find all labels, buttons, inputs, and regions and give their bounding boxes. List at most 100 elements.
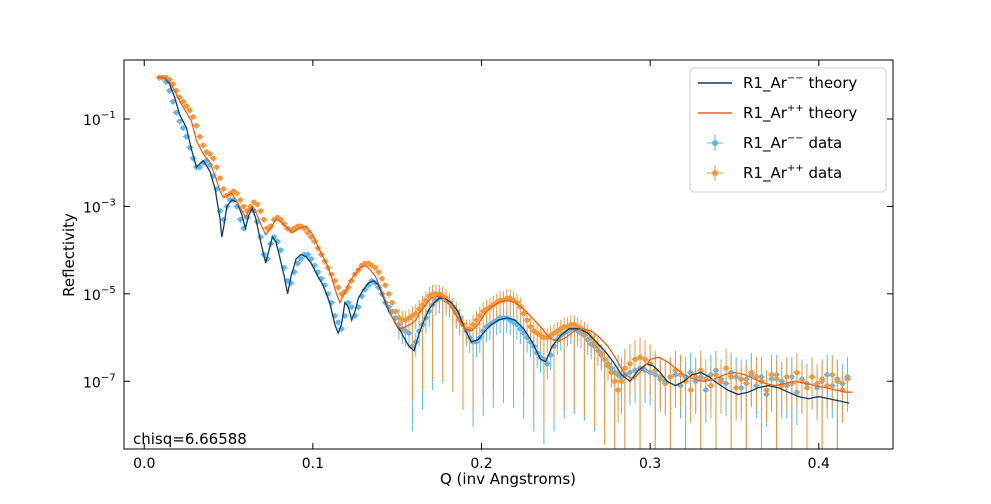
legend-superscript: ++: [787, 103, 804, 114]
data-point: [637, 354, 643, 360]
data-point: [376, 269, 382, 275]
data-point: [598, 350, 604, 356]
data-point: [728, 374, 734, 380]
legend-name: R1_Ar: [743, 134, 788, 153]
y-axis-label: Reflectivity: [60, 213, 78, 297]
data-point: [386, 291, 392, 297]
legend-superscript: −−: [787, 73, 804, 84]
series-0-line: [157, 76, 850, 404]
data-point: [662, 380, 668, 387]
data-point: [753, 374, 760, 380]
data-point: [688, 387, 694, 393]
legend-label: R1_Ar−− theory: [743, 73, 857, 93]
series-1-line: [157, 76, 853, 393]
data-point: [392, 308, 399, 314]
data-point: [733, 385, 739, 391]
data-point: [241, 203, 247, 210]
data-point: [605, 363, 611, 369]
data-point: [413, 310, 419, 317]
data-point: [627, 361, 633, 367]
data-point: [207, 151, 213, 157]
data-point: [278, 247, 284, 253]
plot-frame: [123, 59, 894, 450]
data-point: [382, 282, 388, 288]
data-point: [608, 369, 614, 376]
data-point: [698, 367, 704, 373]
data-point: [187, 107, 193, 113]
data-point: [618, 378, 625, 384]
y-tick-exponent: −3: [101, 197, 116, 208]
data-point: [632, 356, 638, 362]
y-tick-label: 10: [83, 200, 101, 216]
data-point: [723, 365, 729, 371]
data-point: [622, 365, 628, 371]
data-point: [177, 118, 183, 124]
data-point: [379, 275, 385, 282]
data-point: [602, 356, 608, 362]
data-point: [834, 378, 840, 384]
legend-suffix: theory: [804, 74, 858, 92]
data-point: [335, 319, 341, 325]
data-point: [210, 155, 216, 161]
data-point: [173, 109, 179, 116]
data-point: [718, 378, 724, 384]
data-point: [657, 374, 663, 380]
data-point: [180, 125, 186, 131]
data-point: [305, 230, 311, 236]
data-point: [768, 372, 775, 378]
data-point: [305, 251, 311, 258]
y-tick-label: 10: [83, 375, 101, 391]
legend-label: R1_Ar++ data: [743, 163, 842, 183]
data-point: [254, 201, 260, 207]
x-tick-label: 0.2: [470, 456, 492, 472]
data-point: [738, 376, 744, 382]
legend-suffix: data: [804, 134, 843, 152]
data-point: [784, 374, 790, 380]
legend-marker-swatch: [712, 140, 718, 146]
y-tick-label: 10: [83, 288, 101, 304]
legend-label: R1_Ar++ theory: [743, 103, 857, 123]
y-tick-exponent: −5: [101, 285, 116, 296]
data-point: [349, 304, 355, 310]
legend-suffix: data: [804, 164, 843, 182]
data-point: [220, 186, 227, 192]
data-point: [829, 372, 835, 378]
chisq-annotation: chisq=6.66588: [133, 430, 247, 448]
legend-label: R1_Ar−− data: [743, 133, 842, 153]
data-point: [183, 103, 189, 109]
y-tick-exponent: −1: [101, 110, 116, 121]
data-point: [423, 297, 429, 303]
data-point: [419, 302, 426, 308]
data-point: [261, 216, 267, 223]
data-point: [308, 256, 314, 262]
data-point: [200, 142, 206, 148]
data-point: [844, 376, 851, 382]
y-tick-label: 10: [83, 113, 101, 129]
data-point: [298, 256, 304, 262]
data-point: [521, 310, 527, 317]
legend-superscript: ++: [787, 163, 804, 174]
series-layer: [155, 74, 853, 449]
data-point: [170, 98, 176, 105]
legend-name: R1_Ar: [743, 164, 788, 183]
data-point: [335, 284, 341, 290]
data-point: [544, 361, 550, 367]
data-point: [345, 299, 351, 306]
data-point: [514, 299, 520, 306]
legend-marker-swatch: [712, 170, 718, 176]
data-point: [197, 133, 203, 140]
data-point: [166, 87, 173, 94]
data-point: [814, 380, 820, 387]
data-point: [612, 378, 618, 384]
data-point: [809, 374, 815, 380]
data-point: [748, 369, 754, 376]
legend-box: [689, 67, 887, 193]
data-point: [237, 216, 243, 223]
data-point: [308, 234, 314, 240]
data-point: [524, 317, 530, 323]
data-point: [214, 164, 220, 170]
legend-name: R1_Ar: [743, 74, 788, 93]
data-point: [804, 385, 810, 391]
